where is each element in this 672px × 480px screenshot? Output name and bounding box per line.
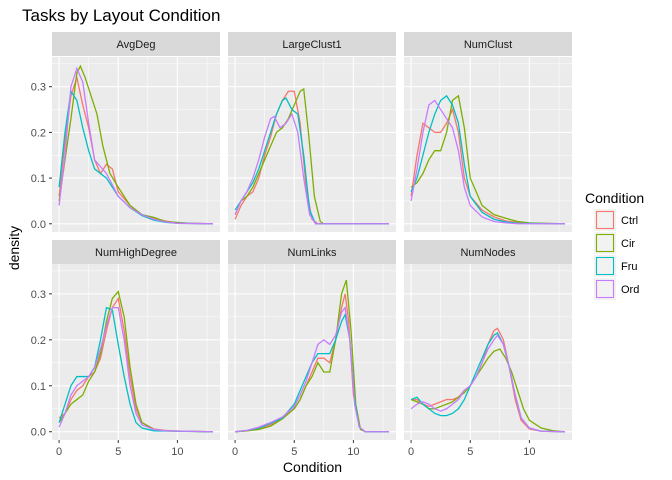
legend-swatch: [595, 256, 615, 276]
y-tick-label: 0.3: [31, 82, 46, 94]
facet-label: NumClust: [464, 39, 512, 51]
facet-strip: [404, 240, 572, 264]
x-tick-label: 0: [56, 446, 62, 458]
density-curve-ord: [410, 334, 565, 433]
legend-item-fru: Fru: [594, 255, 638, 277]
legend-label: Cir: [621, 238, 635, 250]
density-curve-cir: [58, 290, 213, 433]
facet-strip: [52, 32, 220, 56]
legend-key: [594, 278, 616, 300]
facet-strip: [52, 240, 220, 264]
facet-strip: [404, 32, 572, 56]
x-tick-label: 5: [291, 446, 297, 458]
x-axis-title: Condition: [283, 459, 342, 475]
facet-strip: [228, 240, 396, 264]
facet-strip: [228, 32, 396, 56]
x-tick-label: 10: [171, 446, 183, 458]
legend-label: Fru: [621, 261, 638, 273]
facet-avgdeg: AvgDeg 0.0 0.1 0.2 0.3: [31, 32, 220, 232]
facet-label: NumHighDegree: [95, 247, 177, 259]
legend-key: [594, 255, 616, 277]
x-tick-label: 5: [115, 446, 121, 458]
facet-grid: AvgDeg 0.0 0.1 0.2 0.3 LargeClust1 NumClust Num…: [31, 32, 572, 458]
density-curve-ord: [58, 66, 213, 225]
x-tick-label: 0: [232, 446, 238, 458]
y-tick-label: 0.0: [31, 219, 46, 231]
y-tick-label: 0.1: [31, 381, 46, 393]
legend-key: [594, 209, 616, 231]
y-tick-label: 0.0: [31, 427, 46, 439]
panel-background: [228, 264, 396, 440]
x-tick-label: 0: [408, 446, 414, 458]
density-curve-fru: [58, 306, 213, 433]
density-curve-fru: [410, 94, 565, 225]
legend-label: Ord: [621, 284, 639, 296]
y-axis-title: density: [6, 226, 22, 270]
facet-numhighdegree: NumHighDegree 0.0 0.1 0.2 0.3 0 5 10: [31, 240, 220, 458]
facet-numlinks: NumLinks 0 5 10: [228, 240, 396, 458]
legend-item-ord: Ord: [594, 278, 639, 300]
panel-background: [404, 264, 572, 440]
legend-swatch: [595, 210, 615, 230]
density-curve-ctrl: [410, 107, 565, 225]
x-tick-label: 5: [467, 446, 473, 458]
facet-label: AvgDeg: [117, 39, 156, 51]
x-tick-label: 10: [523, 446, 535, 458]
y-tick-label: 0.1: [31, 173, 46, 185]
legend-item-ctrl: Ctrl: [594, 209, 638, 231]
panel-background: [228, 57, 396, 232]
chart-title: Tasks by Layout Condition: [22, 6, 220, 25]
density-curve-ord: [235, 306, 389, 433]
facet-label: NumLinks: [288, 247, 337, 259]
y-tick-label: 0.2: [31, 127, 46, 139]
density-curve-cir: [235, 279, 389, 433]
density-curve-cir: [410, 94, 565, 225]
facet-numclust: NumClust: [404, 32, 572, 232]
legend-swatch: [595, 233, 615, 253]
panel-background: [52, 57, 220, 232]
panel-background: [404, 57, 572, 232]
facet-largeclust1: LargeClust1: [228, 32, 396, 232]
density-curve-ord: [410, 99, 565, 225]
legend-swatch: [595, 279, 615, 299]
legend-title: Condition: [585, 190, 644, 206]
legend: Condition Ctrl Cir Fru Ord: [585, 190, 644, 300]
x-tick-label: 10: [347, 446, 359, 458]
legend-label: Ctrl: [621, 215, 638, 227]
y-tick-label: 0.3: [31, 289, 46, 301]
legend-key: [594, 232, 616, 254]
density-curve-ord: [234, 112, 389, 225]
density-curve-ord: [58, 307, 213, 433]
legend-item-cir: Cir: [594, 232, 635, 254]
y-tick-label: 0.2: [31, 335, 46, 347]
facet-numnodes: NumNodes 0 5 10: [404, 240, 572, 458]
density-curve-fru: [234, 97, 389, 225]
facet-label: NumNodes: [460, 247, 516, 259]
facet-label: LargeClust1: [282, 39, 341, 51]
